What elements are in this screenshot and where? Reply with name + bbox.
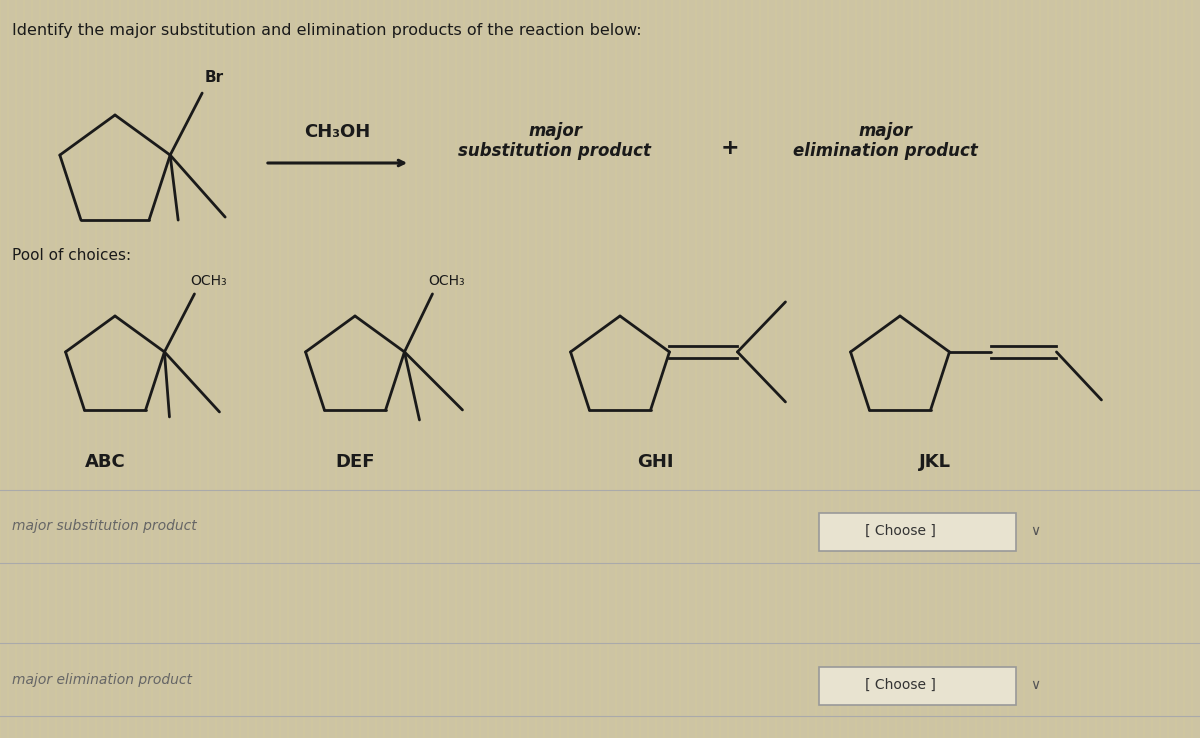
Text: [ Choose ]: [ Choose ] <box>864 678 936 692</box>
Text: OCH₃: OCH₃ <box>191 274 227 288</box>
Text: Identify the major substitution and elimination products of the reaction below:: Identify the major substitution and elim… <box>12 23 642 38</box>
Text: major substitution product: major substitution product <box>12 519 197 533</box>
Text: major elimination product: major elimination product <box>12 673 192 687</box>
Text: [ Choose ]: [ Choose ] <box>864 524 936 538</box>
FancyBboxPatch shape <box>818 513 1016 551</box>
Text: DEF: DEF <box>335 453 374 471</box>
Text: Pool of choices:: Pool of choices: <box>12 248 131 263</box>
Text: major: major <box>858 122 912 140</box>
Text: CH₃OH: CH₃OH <box>304 123 370 141</box>
FancyBboxPatch shape <box>818 667 1016 705</box>
Text: Br: Br <box>204 70 223 85</box>
Text: ABC: ABC <box>85 453 125 471</box>
Text: +: + <box>721 138 739 158</box>
Text: GHI: GHI <box>637 453 673 471</box>
Text: ∨: ∨ <box>1030 678 1040 692</box>
Text: OCH₃: OCH₃ <box>428 274 466 288</box>
Text: JKL: JKL <box>919 453 952 471</box>
Text: ∨: ∨ <box>1030 524 1040 538</box>
Text: major: major <box>528 122 582 140</box>
Text: substitution product: substitution product <box>458 142 652 160</box>
Text: elimination product: elimination product <box>792 142 978 160</box>
